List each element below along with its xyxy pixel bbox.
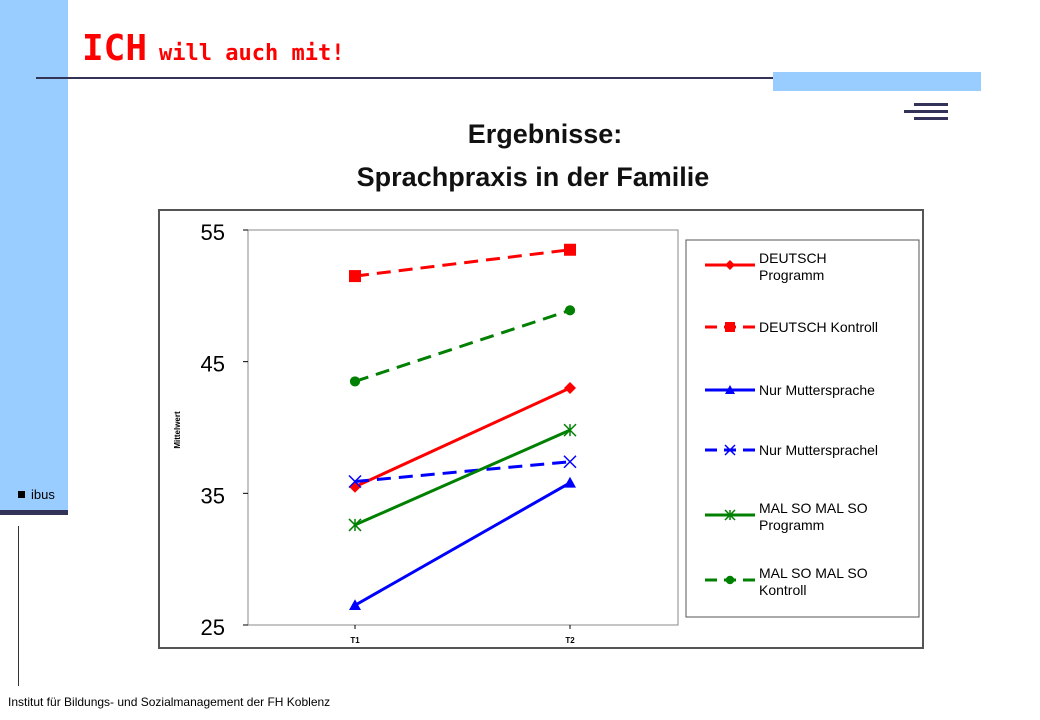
legend-marker [724,509,736,521]
legend-marker [725,260,735,270]
side-accent-bar [0,0,68,512]
legend-label: Nur Muttersprachel [759,442,878,458]
x-tick-label: T2 [565,636,575,645]
legend-item-2: DEUTSCH Kontroll [705,319,878,335]
bullet-icon [18,491,25,498]
data-point [349,376,361,387]
series-line [354,386,571,489]
legend-item-4: Nur Muttersprachel [705,442,878,458]
legend-label: Programm [759,267,824,283]
legend-label: DEUTSCH Kontroll [759,319,878,335]
side-label-text: ibus [31,487,55,502]
slide-title-rest: will auch mit! [159,41,345,66]
series-2 [349,243,576,283]
plot-area [247,229,679,626]
data-point [563,423,577,437]
legend-item-3: Nur Muttersprache [705,382,875,398]
legend-box [685,239,920,618]
legend-label: Nur Muttersprache [759,382,875,398]
legend-label: DEUTSCH [759,250,827,266]
chart-title: Ergebnisse: [468,119,623,149]
side-label: ibus [18,487,55,502]
data-point [563,455,577,469]
data-point [564,382,576,394]
y-tick-label: 45 [201,352,225,377]
slide-lines-icon [904,103,948,120]
x-tick-label: T1 [350,636,360,645]
data-point [348,474,362,489]
side-divider-line [18,526,19,686]
series-line [354,481,571,607]
series-4 [348,455,577,489]
legend-marker [724,444,736,456]
slide-title: ICH will auch mit! [82,28,344,69]
chart-subtitle: Sprachpraxis in der Familie [357,162,710,192]
data-point [349,270,361,283]
series-line [354,248,571,278]
data-point [564,305,576,316]
legend-label: MAL SO MAL SO [759,565,868,581]
series-3 [349,476,576,611]
data-point [348,518,362,532]
side-bar-base [0,510,68,515]
legend-label: MAL SO MAL SO [759,500,868,516]
series-line [354,460,571,483]
y-tick-label: 35 [201,483,225,508]
y-axis-label: Mittelwert [173,411,182,449]
data-point [349,599,361,611]
y-tick-label: 55 [201,220,225,245]
chart: Ergebnisse: Sprachpraxis in der Familie … [158,119,924,649]
series-line [354,308,571,383]
legend-label: Kontroll [759,582,806,598]
footer-text: Institut für Bildungs- und Sozialmanagem… [8,695,331,709]
title-accent-bar [773,72,981,91]
data-point [564,476,576,488]
title-rule [36,77,981,79]
legend-marker [725,385,735,394]
series-line [354,428,571,527]
series-5 [348,423,577,532]
y-tick-label: 25 [201,615,225,640]
data-point [564,243,576,256]
legend-marker [725,575,735,585]
legend-label: Programm [759,517,824,533]
slide-title-main: ICH [82,28,148,69]
legend-marker [725,322,735,332]
series-6 [349,305,576,387]
